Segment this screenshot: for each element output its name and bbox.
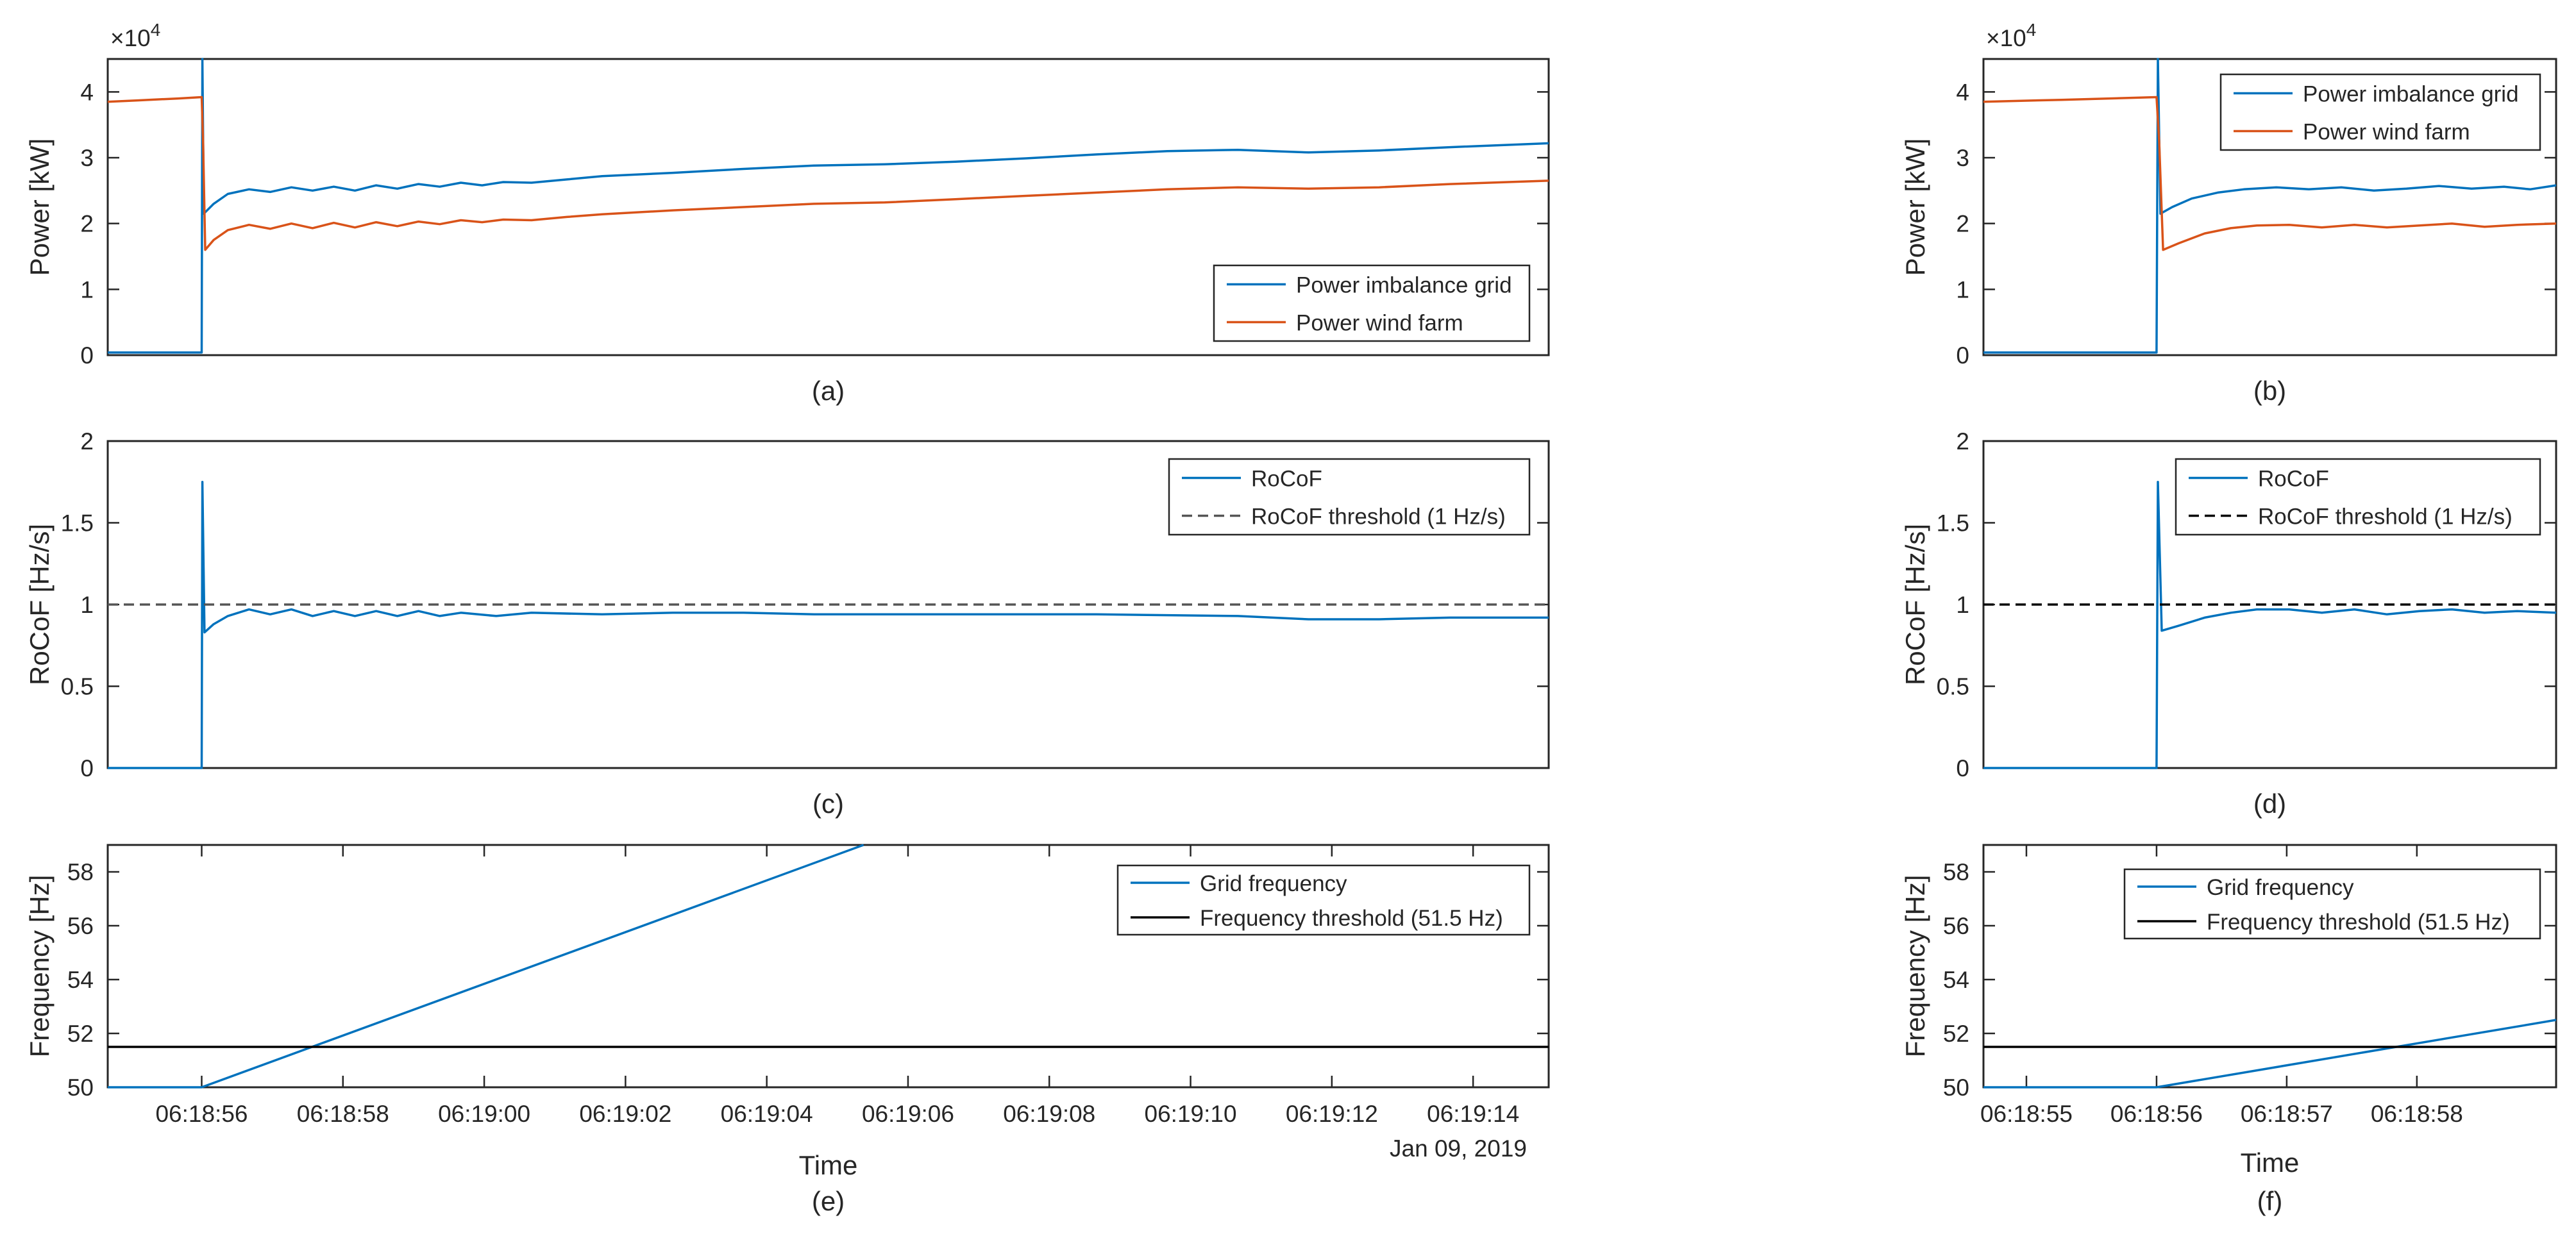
legend-box-f (2123, 868, 2541, 940)
panel-c: 0 0.5 1 1.5 2 RoCoF [Hz/s] (c) RoCoF RoCoF thres… (24, 428, 1550, 819)
y-tick-label-e: 58 (67, 859, 94, 885)
legend-label-b-0: Power imbalance grid (2303, 82, 2519, 107)
y-tick-label-a: 0 (80, 342, 94, 369)
panel-caption-b: (b) (2253, 376, 2286, 406)
date-label-e: Jan 09, 2019 (1390, 1135, 1527, 1162)
legend-label-e-0: Grid frequency (1200, 871, 1347, 896)
y-tick-label-a: 3 (80, 145, 94, 171)
series-line-a-1 (108, 96, 1549, 251)
series-group-c (108, 481, 1549, 769)
y-axis-label-d: RoCoF [Hz/s] (1900, 524, 1930, 685)
legend-label-b-1: Power wind farm (2303, 120, 2470, 145)
x-tick-label-e: 06:19:10 (1145, 1101, 1237, 1127)
y-tick-label-f: 56 (1943, 913, 1969, 939)
legend-label-f-0: Grid frequency (2207, 875, 2354, 900)
series-line-a-0 (108, 58, 1549, 354)
x-axis-label-f: Time (2241, 1148, 2300, 1178)
y-tick-label-b: 0 (1956, 342, 1969, 369)
x-axis-label-e: Time (799, 1150, 858, 1180)
legend-label-f-1: Frequency threshold (51.5 Hz) (2207, 910, 2510, 935)
panel-caption-d: (d) (2253, 789, 2286, 819)
legend-label-a-0: Power imbalance grid (1296, 273, 1512, 298)
x-tick-label-e: 06:18:58 (297, 1101, 389, 1127)
legend-box-e (1116, 864, 1531, 936)
legend-label-c-0: RoCoF (1251, 467, 1322, 492)
y-axis-label-f: Frequency [Hz] (1900, 875, 1930, 1058)
x-tick-label-e: 06:19:06 (862, 1101, 954, 1127)
series-line-c-0 (108, 481, 1549, 769)
legend-box-b (2219, 73, 2541, 151)
x-tick-label-f: 06:18:55 (1980, 1101, 2073, 1127)
y-tick-label-a: 4 (80, 79, 94, 105)
y-tick-label-d: 1.5 (1937, 510, 1969, 537)
legend-label-c-1: RoCoF threshold (1 Hz/s) (1251, 505, 1506, 530)
y-tick-label-c: 0 (80, 755, 94, 781)
panel-caption-c: (c) (812, 789, 844, 819)
series-group-a (108, 58, 1549, 354)
legend-label-a-1: Power wind farm (1296, 311, 1463, 336)
legend-box-d (2175, 458, 2541, 536)
y-tick-label-c: 1 (80, 592, 94, 618)
y-exponent-label-b: ×104 (1986, 20, 2036, 51)
x-tick-label-f: 06:18:58 (2371, 1101, 2463, 1127)
panel-caption-e: (e) (812, 1186, 845, 1216)
y-axis-label-e: Frequency [Hz] (24, 875, 55, 1058)
y-tick-label-d: 0 (1956, 755, 1969, 781)
y-tick-label-e: 56 (67, 913, 94, 939)
legend-label-d-0: RoCoF (2258, 467, 2329, 492)
series-line-e-0 (108, 844, 864, 1089)
panel-d: 0 0.5 1 1.5 2 RoCoF [Hz/s] (d) RoCoF RoCoF thres… (1900, 428, 2557, 819)
legend-label-e-1: Frequency threshold (51.5 Hz) (1200, 906, 1503, 931)
x-tick-label-e: 06:19:02 (579, 1101, 671, 1127)
legend-label-d-1: RoCoF threshold (1 Hz/s) (2258, 505, 2513, 530)
y-tick-label-c: 1.5 (61, 510, 94, 537)
x-tick-label-e: 06:19:04 (721, 1101, 813, 1127)
panel-a: 0 1 2 3 4 ×104 Power [kW] (a) Power imbalance gr… (24, 20, 1550, 406)
x-tick-label-e: 06:19:08 (1003, 1101, 1095, 1127)
y-tick-label-c: 2 (80, 428, 94, 455)
series-line-f-0 (1983, 1019, 2556, 1089)
series-group-f (1983, 1019, 2556, 1089)
y-tick-label-e: 52 (67, 1021, 94, 1047)
panel-caption-a: (a) (812, 376, 845, 406)
panel-f: 50 52 54 56 58 06:18:55 06:18:56 06:18:57 06:18:… (1900, 844, 2557, 1216)
y-tick-label-b: 2 (1956, 211, 1969, 237)
panel-caption-f: (f) (2257, 1186, 2283, 1216)
y-tick-label-a: 2 (80, 211, 94, 237)
y-tick-label-f: 50 (1943, 1074, 1969, 1101)
legend-box-a (1213, 264, 1531, 342)
y-tick-label-f: 54 (1943, 967, 1969, 993)
x-tick-label-e: 06:18:56 (155, 1101, 248, 1127)
y-axis-label-b: Power [kW] (1900, 138, 1930, 276)
y-tick-label-e: 50 (67, 1074, 94, 1101)
y-tick-label-d: 0.5 (1937, 674, 1969, 700)
y-axis-label-a: Power [kW] (24, 138, 55, 276)
y-axis-label-c: RoCoF [Hz/s] (24, 524, 55, 685)
series-group-d (1983, 481, 2556, 769)
x-tick-label-e: 06:19:14 (1427, 1101, 1519, 1127)
y-tick-label-a: 1 (80, 276, 94, 303)
series-group-e (108, 844, 1549, 1089)
y-tick-label-c: 0.5 (61, 674, 94, 700)
series-line-d-0 (1983, 481, 2556, 769)
y-tick-label-b: 3 (1956, 145, 1969, 171)
x-tick-label-e: 06:19:00 (438, 1101, 530, 1127)
y-tick-label-b: 4 (1956, 79, 1969, 105)
y-tick-label-e: 54 (67, 967, 94, 993)
series-line-b-1 (1983, 96, 2556, 251)
series-group-b (1983, 58, 2556, 354)
legend-box-c (1168, 458, 1531, 536)
x-tick-label-f: 06:18:56 (2110, 1101, 2203, 1127)
y-tick-label-f: 58 (1943, 859, 1969, 885)
panel-b: 0 1 2 3 4 ×104 Power [kW] (b) Power imbalance gr… (1900, 20, 2557, 406)
x-tick-label-e: 06:19:12 (1286, 1101, 1378, 1127)
x-tick-label-f: 06:18:57 (2241, 1101, 2333, 1127)
y-tick-label-b: 1 (1956, 276, 1969, 303)
y-tick-label-f: 52 (1943, 1021, 1969, 1047)
y-exponent-label-a: ×104 (110, 20, 160, 51)
panel-e: 50 52 54 56 58 06:18:56 06:18:58 06:19:00 06:19:… (24, 844, 1550, 1216)
y-tick-label-d: 1 (1956, 592, 1969, 618)
y-tick-label-d: 2 (1956, 428, 1969, 455)
